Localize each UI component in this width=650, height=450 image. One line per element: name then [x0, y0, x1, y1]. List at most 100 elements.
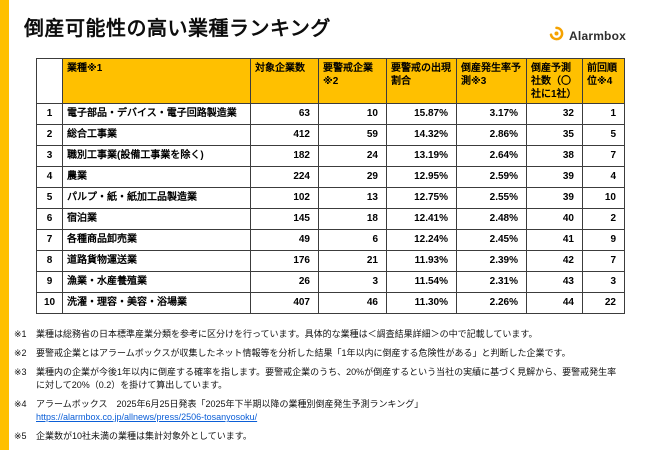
previous-rank-cell: 5 — [582, 124, 625, 146]
previous-rank-cell: 7 — [582, 250, 625, 272]
previous-rank-cell: 7 — [582, 145, 625, 167]
industry-cell: 農業 — [62, 166, 251, 188]
industry-cell: 道路貨物運送業 — [62, 250, 251, 272]
col-header-bankruptcy-rate: 倒産発生率予測※3 — [456, 58, 527, 104]
bankruptcy-rate-cell: 2.31% — [456, 271, 527, 293]
caution-ratio-cell: 13.19% — [386, 145, 457, 167]
caution-ratio-cell: 11.93% — [386, 250, 457, 272]
predicted-count-cell: 43 — [526, 271, 583, 293]
rank-cell: 7 — [36, 229, 63, 251]
rank-cell: 4 — [36, 166, 63, 188]
col-header-target-companies: 対象企業数 — [250, 58, 319, 104]
left-accent-stripe — [0, 0, 9, 450]
caution-ratio-cell: 12.95% — [386, 166, 457, 188]
caution-ratio-cell: 15.87% — [386, 103, 457, 125]
footnote-marker: ※5 — [14, 431, 27, 442]
header-bar: 倒産可能性の高い業種ランキング Alarmbox — [0, 0, 650, 46]
previous-rank-cell: 4 — [582, 166, 625, 188]
footnote-text: アラームボックス 2025年6月25日発表「2025年下半期以降の業種別倒産発生… — [36, 398, 624, 424]
bankruptcy-rate-cell: 2.64% — [456, 145, 527, 167]
rank-cell: 5 — [36, 187, 63, 209]
industry-cell: 宿泊業 — [62, 208, 251, 230]
footnote-text: 要警戒企業とはアラームボックスが収集したネット情報等を分析した結果「1年以内に倒… — [36, 348, 571, 359]
caution-ratio-cell: 12.41% — [386, 208, 457, 230]
footnote-3: ※3 業種内の企業が今後1年以内に倒産する確率を指します。要警戒企業のうち、20… — [14, 366, 624, 392]
target-companies-cell: 407 — [250, 292, 319, 314]
footnote-text-line: アラームボックス 2025年6月25日発表「2025年下半期以降の業種別倒産発生… — [36, 399, 424, 410]
rank-cell: 2 — [36, 124, 63, 146]
rank-cell: 10 — [36, 292, 63, 314]
rank-cell: 6 — [36, 208, 63, 230]
caution-companies-cell: 10 — [318, 103, 387, 125]
footnote-marker: ※3 — [14, 367, 27, 378]
footnote-text: 業種は総務省の日本標準産業分類を参考に区分けを行っています。具体的な業種は＜調査… — [36, 329, 538, 339]
caution-ratio-cell: 12.24% — [386, 229, 457, 251]
caution-companies-cell: 3 — [318, 271, 387, 293]
footnote-5: ※5 企業数が10社未満の業種は集計対象外としています。 — [14, 430, 624, 443]
predicted-count-cell: 44 — [526, 292, 583, 314]
footnote-text: 業種内の企業が今後1年以内に倒産する確率を指します。要警戒企業のうち、20%が倒… — [36, 367, 617, 391]
predicted-count-cell: 39 — [526, 166, 583, 188]
target-companies-cell: 102 — [250, 187, 319, 209]
table-header: 業種※1 対象企業数 要警戒企業※2 要警戒の出現割合 倒産発生率予測※3 倒産… — [36, 58, 625, 104]
col-header-previous-rank: 前回順位※4 — [582, 58, 625, 104]
target-companies-cell: 176 — [250, 250, 319, 272]
caution-ratio-cell: 11.54% — [386, 271, 457, 293]
rank-cell: 1 — [36, 103, 63, 125]
target-companies-cell: 224 — [250, 166, 319, 188]
previous-rank-cell: 22 — [582, 292, 625, 314]
ranking-table-wrap: 業種※1 対象企業数 要警戒企業※2 要警戒の出現割合 倒産発生率予測※3 倒産… — [36, 58, 625, 314]
predicted-count-cell: 42 — [526, 250, 583, 272]
previous-rank-cell: 2 — [582, 208, 625, 230]
rank-cell: 3 — [36, 145, 63, 167]
footnote-text: 企業数が10社未満の業種は集計対象外としています。 — [36, 431, 252, 442]
rank-cell: 8 — [36, 250, 63, 272]
footnote-1: ※1 業種は総務省の日本標準産業分類を参考に区分けを行っています。具体的な業種は… — [14, 328, 624, 341]
target-companies-cell: 26 — [250, 271, 319, 293]
bankruptcy-rate-cell: 2.45% — [456, 229, 527, 251]
industry-cell: 洗濯・理容・美容・浴場業 — [62, 292, 251, 314]
alarmbox-swirl-icon — [549, 26, 564, 46]
previous-rank-cell: 3 — [582, 271, 625, 293]
rank-cell: 9 — [36, 271, 63, 293]
target-companies-cell: 63 — [250, 103, 319, 125]
caution-companies-cell: 6 — [318, 229, 387, 251]
footnotes: ※1 業種は総務省の日本標準産業分類を参考に区分けを行っています。具体的な業種は… — [14, 328, 624, 443]
predicted-count-cell: 39 — [526, 187, 583, 209]
col-header-caution-companies: 要警戒企業※2 — [318, 58, 387, 104]
footnote-2: ※2 要警戒企業とはアラームボックスが収集したネット情報等を分析した結果「1年以… — [14, 347, 624, 360]
previous-rank-cell: 10 — [582, 187, 625, 209]
col-header-rank — [36, 58, 63, 104]
industry-cell: 漁業・水産養殖業 — [62, 271, 251, 293]
col-header-industry: 業種※1 — [62, 58, 251, 104]
industry-cell: 電子部品・デバイス・電子回路製造業 — [62, 103, 251, 125]
previous-rank-cell: 9 — [582, 229, 625, 251]
target-companies-cell: 412 — [250, 124, 319, 146]
caution-ratio-cell: 11.30% — [386, 292, 457, 314]
industry-cell: 職別工事業(設備工事業を除く) — [62, 145, 251, 167]
caution-companies-cell: 24 — [318, 145, 387, 167]
footnote-4: ※4 アラームボックス 2025年6月25日発表「2025年下半期以降の業種別倒… — [14, 398, 624, 424]
table-row: 10 洗濯・理容・美容・浴場業 407 46 11.30% 2.26% 44 2… — [36, 292, 625, 314]
previous-rank-cell: 1 — [582, 103, 625, 125]
industry-cell: 総合工事業 — [62, 124, 251, 146]
press-release-link[interactable]: https://alarmbox.co.jp/allnews/press/250… — [36, 412, 258, 423]
industry-cell: パルプ・紙・紙加工品製造業 — [62, 187, 251, 209]
caution-companies-cell: 18 — [318, 208, 387, 230]
caution-companies-cell: 59 — [318, 124, 387, 146]
col-header-predicted-count: 倒産予測社数（〇社に1社） — [526, 58, 583, 104]
footnote-marker: ※1 — [14, 329, 27, 339]
footnote-marker: ※4 — [14, 399, 27, 410]
bankruptcy-rate-cell: 2.48% — [456, 208, 527, 230]
col-header-caution-ratio: 要警戒の出現割合 — [386, 58, 457, 104]
target-companies-cell: 145 — [250, 208, 319, 230]
table-body: 1 電子部品・デバイス・電子回路製造業 63 10 15.87% 3.17% 3… — [36, 103, 625, 314]
caution-companies-cell: 29 — [318, 166, 387, 188]
bankruptcy-rate-cell: 2.39% — [456, 250, 527, 272]
bankruptcy-rate-cell: 2.55% — [456, 187, 527, 209]
caution-companies-cell: 13 — [318, 187, 387, 209]
brand-name: Alarmbox — [569, 29, 626, 43]
target-companies-cell: 49 — [250, 229, 319, 251]
industry-cell: 各種商品卸売業 — [62, 229, 251, 251]
caution-ratio-cell: 14.32% — [386, 124, 457, 146]
